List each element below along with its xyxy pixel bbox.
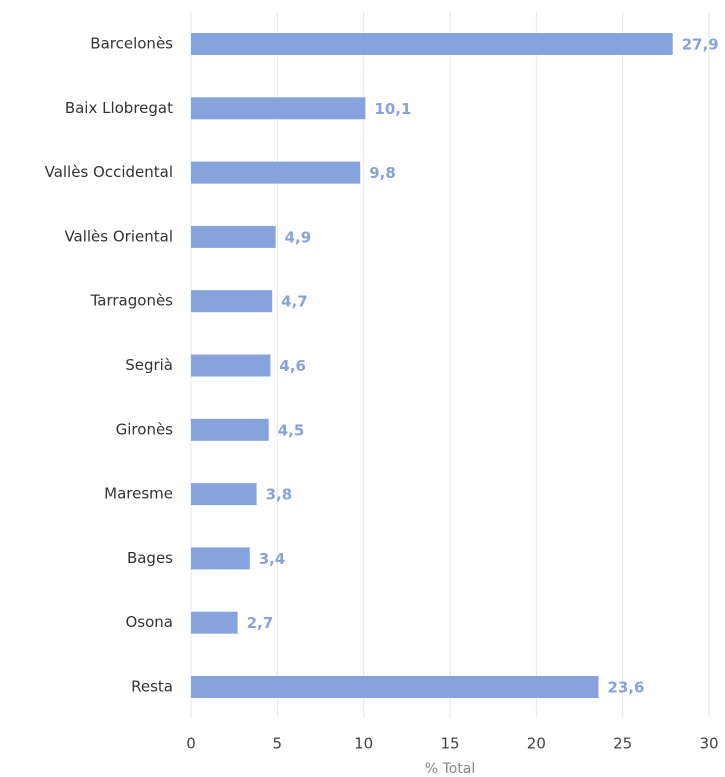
data-label: 4,7 bbox=[281, 293, 308, 311]
data-label: 4,5 bbox=[278, 421, 305, 439]
x-tick-label: 30 bbox=[699, 735, 718, 753]
bar bbox=[191, 676, 599, 698]
y-tick-label: Resta bbox=[131, 678, 173, 696]
x-tick-label: 5 bbox=[273, 735, 283, 753]
y-tick-label: Barcelonès bbox=[90, 35, 173, 53]
bar bbox=[191, 354, 271, 377]
bar bbox=[191, 547, 250, 570]
data-label: 3,4 bbox=[259, 550, 286, 568]
x-tick-label: 0 bbox=[186, 735, 196, 753]
bar bbox=[191, 483, 257, 506]
bar bbox=[191, 225, 276, 248]
y-tick-label: Maresme bbox=[104, 485, 173, 503]
x-tick-label: 10 bbox=[354, 735, 373, 753]
bar bbox=[191, 97, 366, 120]
x-tick-label: 15 bbox=[440, 735, 459, 753]
data-label: 3,8 bbox=[266, 486, 293, 504]
y-tick-label: Osona bbox=[126, 613, 174, 631]
bar bbox=[191, 33, 673, 55]
data-label: 27,9 bbox=[682, 36, 719, 54]
y-tick-label: Vallès Occidental bbox=[45, 163, 173, 181]
x-tick-label: 20 bbox=[527, 735, 546, 753]
bar bbox=[191, 290, 273, 313]
data-label: 10,1 bbox=[374, 100, 411, 118]
y-tick-label: Tarragonès bbox=[90, 292, 174, 310]
data-label: 2,7 bbox=[247, 614, 274, 632]
y-tick-label: Segrià bbox=[125, 356, 173, 374]
y-tick-label: Vallès Oriental bbox=[64, 227, 173, 245]
y-tick-label: Bages bbox=[127, 549, 173, 567]
data-label: 4,9 bbox=[285, 228, 312, 246]
bar bbox=[191, 611, 238, 634]
bar bbox=[191, 418, 269, 441]
x-axis-label: % Total bbox=[425, 761, 475, 777]
x-tick-label: 25 bbox=[613, 735, 632, 753]
data-label: 4,6 bbox=[279, 357, 306, 375]
data-label: 9,8 bbox=[369, 164, 396, 182]
bar bbox=[191, 161, 361, 184]
y-tick-label: Gironès bbox=[116, 420, 174, 438]
data-label: 23,6 bbox=[607, 679, 644, 697]
y-tick-label: Baix Llobregat bbox=[65, 99, 173, 117]
